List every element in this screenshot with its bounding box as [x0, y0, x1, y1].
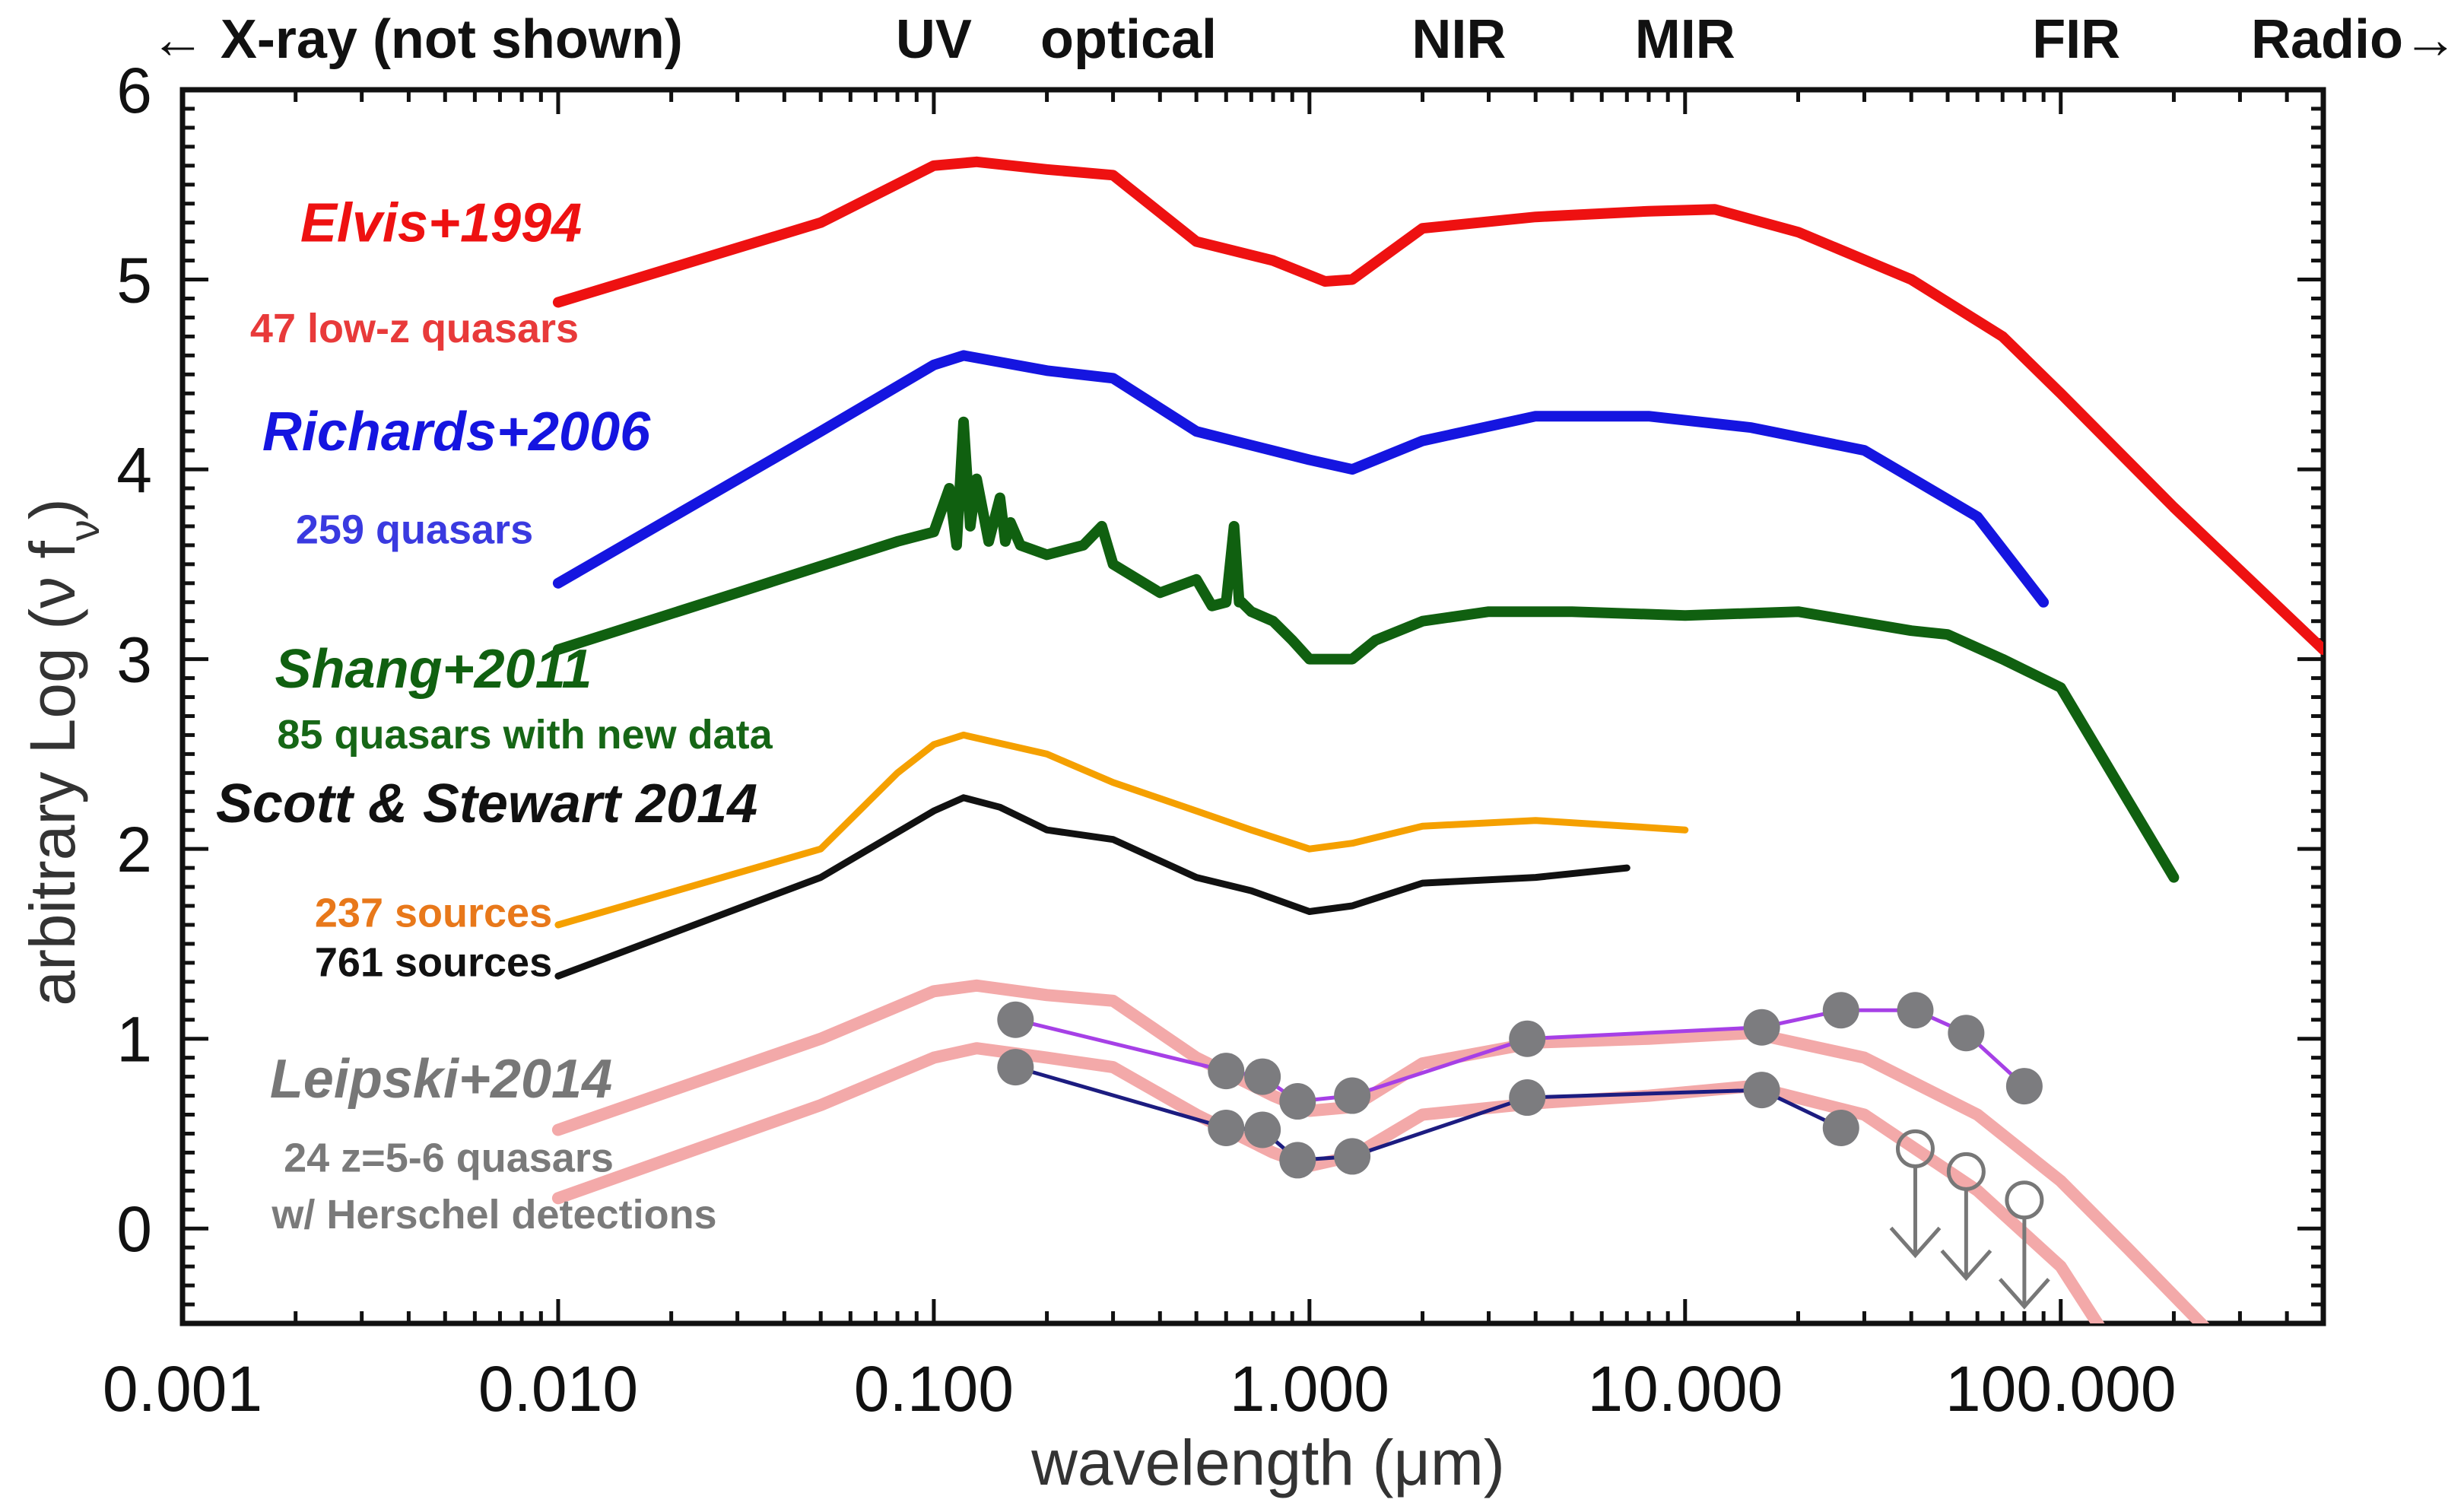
data-point	[1822, 992, 1859, 1029]
x-tick-label: 1.000	[1230, 1353, 1389, 1425]
x-tick-label: 0.001	[103, 1353, 262, 1425]
y-axis-label: arbitrary Log (ν fν)	[17, 498, 108, 1006]
upper-limit-marker	[1999, 1180, 2050, 1310]
series-sublabel: 85 quasars with new data	[277, 712, 773, 758]
data-point	[997, 1049, 1034, 1086]
data-point	[1279, 1142, 1316, 1179]
series-label: Shang+2011	[275, 639, 592, 700]
series-line	[552, 416, 2180, 883]
y-tick-label: 3	[116, 624, 152, 696]
data-point	[1244, 1111, 1281, 1148]
y-tick-label: 0	[116, 1193, 152, 1265]
series-label: Elvis+1994	[300, 193, 582, 254]
data-point	[1743, 1072, 1780, 1109]
data-point	[1244, 1058, 1281, 1095]
data-point	[1948, 1015, 1985, 1052]
series-sublabel: 259 quasars	[296, 507, 533, 552]
upper-limit-marker	[1940, 1152, 1992, 1282]
y-tick-label: 1	[116, 1004, 152, 1075]
series-label: Leipski+2014	[270, 1049, 612, 1110]
band-label: UV	[896, 9, 972, 70]
data-point	[1897, 992, 1934, 1029]
series-line	[554, 731, 1689, 929]
series-label: 237 sources	[315, 890, 552, 936]
upper-limit-marker	[1889, 1129, 1942, 1259]
series-line	[552, 156, 2323, 656]
data-point	[1334, 1138, 1371, 1175]
series-label: Richards+2006	[262, 402, 651, 462]
series-sublabel: w/ Herschel detections	[271, 1192, 716, 1237]
y-tick-label: 4	[116, 434, 152, 506]
y-tick-label: 2	[116, 814, 152, 885]
band-label: FIR	[2032, 9, 2120, 70]
band-label: optical	[1040, 9, 1217, 70]
data-point	[1822, 1109, 1859, 1146]
series-sublabel: 24 z=5-6 quasars	[284, 1135, 614, 1180]
data-point	[1208, 1109, 1245, 1146]
x-axis-label: wavelength (μm)	[1030, 1427, 1505, 1498]
x-tick-label: 100.000	[1945, 1353, 2177, 1425]
series-sublabel: 47 low-z quasars	[250, 306, 579, 351]
data-point	[1334, 1077, 1371, 1114]
series-label: 761 sources	[315, 939, 552, 985]
band-label: NIR	[1411, 9, 1506, 70]
x-tick-label: 10.000	[1587, 1353, 1783, 1425]
x-tick-label: 0.010	[478, 1353, 638, 1425]
y-tick-label: 5	[116, 245, 152, 316]
series-line	[552, 350, 2050, 608]
x-tick-label: 0.100	[854, 1353, 1014, 1425]
band-label: Radio→	[2251, 9, 2458, 70]
data-point	[1208, 1053, 1245, 1090]
series-line	[551, 1042, 2105, 1323]
data-point	[1509, 1020, 1546, 1057]
data-point	[1279, 1083, 1316, 1120]
series-line	[554, 794, 1630, 980]
data-point	[1509, 1079, 1546, 1117]
band-label: ← X-ray (not shown)	[151, 9, 683, 70]
band-label: MIR	[1635, 9, 1735, 70]
data-point	[997, 1001, 1034, 1038]
y-tick-label: 6	[116, 55, 152, 126]
series-label: Scott & Stewart 2014	[216, 774, 757, 834]
data-point	[2005, 1068, 2043, 1105]
data-point	[1743, 1009, 1780, 1046]
